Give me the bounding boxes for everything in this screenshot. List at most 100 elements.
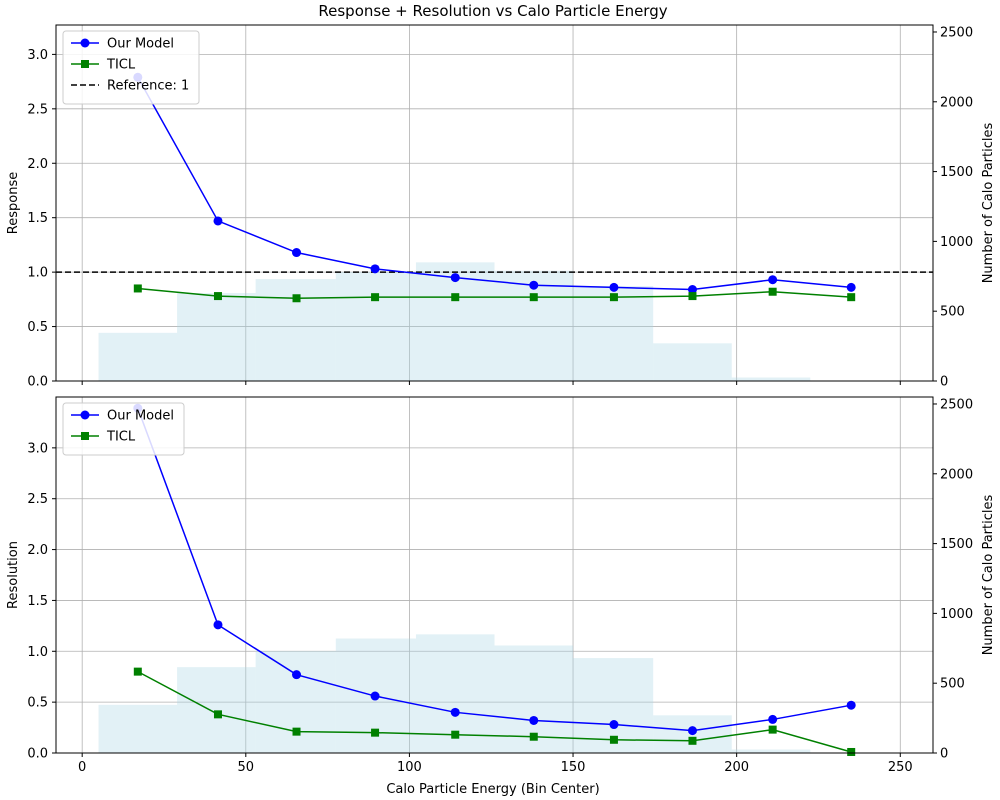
- x-tick-label: 50: [238, 760, 255, 775]
- data-point-ticl: [213, 710, 222, 719]
- series-line-our-model: [137, 407, 852, 732]
- x-tick-label: 150: [561, 760, 586, 775]
- x-tick-label: 250: [888, 760, 913, 775]
- legend-label: Reference: 1: [107, 79, 189, 94]
- axes-frame: [55, 24, 934, 382]
- data-point-ticl: [768, 725, 777, 734]
- y2-tick-label: 2000: [940, 467, 973, 482]
- y2-tick-label: 0: [940, 375, 948, 390]
- data-point-our-model: [846, 700, 856, 710]
- histogram-bar: [177, 667, 256, 753]
- y2-tick-label: 1000: [940, 235, 973, 250]
- y-tick-label: 0.5: [27, 696, 48, 711]
- legend-label: Our Model: [107, 409, 174, 424]
- data-point-ticl: [292, 727, 301, 736]
- histogram-bar: [415, 262, 495, 381]
- y2-axis-label: Number of Calo Particles: [981, 494, 996, 655]
- data-point-our-model: [609, 720, 619, 730]
- data-point-our-model: [213, 216, 223, 226]
- y2-tick-label: 2000: [940, 95, 973, 110]
- x-tick-label: 0: [78, 760, 86, 775]
- legend-marker: [81, 432, 89, 440]
- data-point-our-model: [687, 726, 697, 736]
- data-point-ticl: [371, 728, 380, 737]
- y-tick-label: 2.5: [27, 102, 48, 117]
- data-point-our-model: [529, 280, 539, 290]
- data-point-our-model: [292, 248, 302, 258]
- series-line-ticl: [137, 287, 852, 300]
- series-line-our-model: [137, 76, 852, 291]
- data-point-our-model: [213, 620, 223, 630]
- y2-tick-label: 0: [940, 747, 948, 762]
- y-tick-label: 1.0: [27, 645, 48, 660]
- data-point-ticl: [133, 667, 142, 676]
- y-tick-label: 0.5: [27, 320, 48, 335]
- data-point-ticl: [529, 732, 538, 741]
- legend-box: [62, 30, 200, 105]
- histogram-bar: [731, 749, 811, 753]
- y2-tick-label: 1500: [940, 165, 973, 180]
- y-tick-label: 2.0: [27, 543, 48, 558]
- histogram-bar: [98, 704, 178, 753]
- y2-tick-label: 2500: [940, 25, 973, 40]
- data-point-our-model: [370, 264, 380, 274]
- y2-tick-label: 2500: [940, 397, 973, 412]
- data-point-ticl: [451, 293, 460, 302]
- data-point-our-model: [292, 670, 302, 680]
- x-tick-label: 200: [724, 760, 749, 775]
- legend-label: Our Model: [107, 37, 174, 52]
- legend-marker: [80, 38, 90, 48]
- y-axis-label: Response: [6, 172, 21, 234]
- data-point-our-model: [768, 714, 778, 724]
- legend: Our Model TICL: [62, 402, 185, 456]
- data-point-our-model: [450, 273, 460, 283]
- y2-tick-label: 500: [940, 305, 965, 320]
- data-point-ticl: [133, 284, 142, 293]
- x-tick-label: 100: [397, 760, 422, 775]
- axes-frame: [55, 396, 934, 754]
- data-point-ticl: [609, 735, 618, 744]
- data-point-ticl: [847, 747, 856, 756]
- data-point-our-model: [768, 275, 778, 285]
- histogram-bar: [731, 377, 811, 381]
- data-point-our-model: [450, 707, 460, 717]
- data-point-ticl: [609, 293, 618, 302]
- histogram-bar: [98, 332, 178, 381]
- data-point-ticl: [213, 292, 222, 301]
- legend-marker: [81, 60, 89, 68]
- data-point-ticl: [688, 292, 697, 301]
- data-point-ticl: [847, 293, 856, 302]
- y2-axis-label: Number of Calo Particles: [981, 122, 996, 283]
- data-point-ticl: [529, 293, 538, 302]
- data-point-our-model: [609, 282, 619, 292]
- y-tick-label: 1.5: [27, 594, 48, 609]
- y-axis-label: Resolution: [6, 541, 21, 609]
- legend: Our Model TICL Reference: 1: [62, 30, 200, 105]
- data-point-our-model: [687, 285, 697, 295]
- y-tick-label: 2.5: [27, 492, 48, 507]
- data-point-ticl: [768, 287, 777, 296]
- legend-label: TICL: [106, 58, 136, 73]
- histogram-bar: [177, 293, 256, 381]
- data-point-ticl: [451, 730, 460, 739]
- legend-marker: [80, 410, 90, 420]
- y-tick-label: 1.0: [27, 266, 48, 281]
- legend-box: [62, 402, 185, 456]
- resolution-panel: 0 50 100 150 200 250 0.0 0.5 1.0 1.5 2.0 2.5 3.0 0 500…: [6, 396, 996, 775]
- histogram-bar: [335, 272, 416, 381]
- y-tick-label: 3.0: [27, 441, 48, 456]
- y-tick-label: 2.0: [27, 157, 48, 172]
- chart-title: Response + Resolution vs Calo Particle E…: [318, 2, 667, 20]
- y2-tick-label: 500: [940, 677, 965, 692]
- y-tick-label: 0.0: [27, 375, 48, 390]
- legend-label: TICL: [106, 430, 136, 445]
- y-tick-label: 1.5: [27, 211, 48, 226]
- y2-tick-label: 1000: [940, 607, 973, 622]
- data-point-our-model: [846, 282, 856, 292]
- series-line-ticl: [137, 670, 852, 753]
- data-point-ticl: [292, 294, 301, 303]
- data-point-ticl: [371, 293, 380, 302]
- y2-tick-label: 1500: [940, 537, 973, 552]
- histogram-bar: [573, 286, 654, 381]
